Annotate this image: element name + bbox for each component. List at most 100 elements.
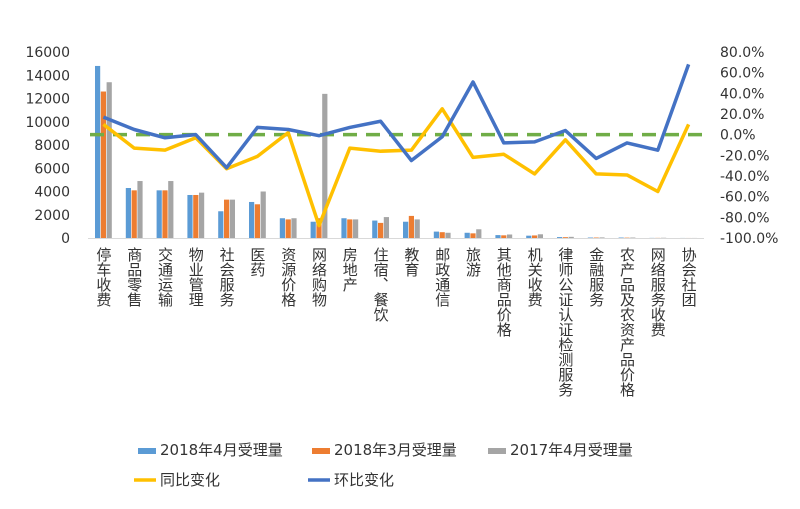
- right-tick-label: 20.0%: [720, 107, 764, 123]
- left-tick-label: 2000: [34, 208, 70, 224]
- category-label: 教育: [402, 247, 420, 277]
- category-label: 物业管理: [187, 247, 205, 307]
- bar-series-group: [95, 65, 697, 239]
- line-series-group: [102, 63, 691, 228]
- legend-label: 2018年3月受理量: [334, 441, 457, 459]
- bar: [439, 232, 445, 238]
- category-label: 资源价格: [279, 247, 297, 307]
- right-tick-label: 0.0%: [720, 128, 756, 144]
- category-label: 机关收费: [526, 247, 544, 307]
- category-label: 住宿、餐饮: [372, 247, 390, 322]
- bar: [322, 93, 328, 238]
- right-tick-label: 80.0%: [720, 45, 764, 61]
- category-label: 网络服务收费: [649, 247, 667, 337]
- bar: [291, 218, 297, 238]
- bar: [137, 181, 143, 238]
- bar: [476, 229, 482, 238]
- x-axis: 停车收费 商品零售 交通运输 物业管理 社会服务 医药 资源价格 网络购物 房地产 住宿、餐饮 教育…: [88, 238, 704, 398]
- legend-label: 2017年4月受理量: [510, 441, 633, 459]
- bar: [279, 218, 285, 238]
- left-tick-label: 12000: [25, 92, 70, 108]
- right-tick-label: -80.0%: [720, 210, 770, 226]
- legend-label: 同比变化: [160, 471, 220, 489]
- category-label: 社会服务: [218, 247, 236, 308]
- bar: [526, 235, 532, 238]
- category-label: 医药: [248, 247, 266, 278]
- bar: [131, 190, 137, 238]
- bar: [254, 204, 260, 238]
- bar: [95, 65, 101, 238]
- bar: [599, 237, 605, 238]
- bar: [464, 232, 470, 238]
- left-tick-label: 0: [61, 231, 70, 247]
- line-series: [102, 63, 691, 170]
- bar: [100, 91, 106, 239]
- bar: [260, 191, 266, 238]
- legend-swatch: [312, 448, 330, 454]
- bar: [414, 219, 420, 238]
- category-label: 交通运输: [156, 246, 174, 307]
- category-label: 律师公证认证检测服务: [556, 247, 574, 398]
- left-tick-label: 14000: [25, 68, 70, 84]
- bar: [433, 231, 439, 238]
- bar: [106, 82, 112, 238]
- bar: [495, 235, 501, 238]
- bar: [378, 222, 384, 238]
- category-label: 网络购物: [310, 247, 328, 308]
- bar: [218, 211, 224, 238]
- right-tick-label: 60.0%: [720, 66, 764, 82]
- bar: [403, 221, 409, 238]
- bar: [187, 194, 193, 238]
- bar: [249, 201, 255, 238]
- right-tick-label: -100.0%: [720, 231, 778, 247]
- bar: [199, 192, 205, 238]
- category-label: 商品零售: [125, 247, 143, 307]
- bar: [125, 188, 131, 238]
- bar: [156, 190, 162, 238]
- bar: [557, 237, 563, 238]
- bar: [347, 219, 353, 238]
- bar: [568, 236, 574, 238]
- left-tick-label: 10000: [25, 115, 70, 131]
- line-series: [102, 107, 691, 228]
- bar: [501, 235, 507, 238]
- bar: [193, 194, 199, 238]
- left-y-axis: 0 2000 4000 6000 8000 10000 12000 14000 16000: [25, 45, 70, 247]
- right-tick-label: 40.0%: [720, 86, 764, 102]
- category-label: 协会社团: [680, 247, 698, 307]
- right-tick-label: -40.0%: [720, 169, 770, 185]
- left-tick-label: 6000: [34, 161, 70, 177]
- left-tick-label: 4000: [34, 185, 70, 201]
- category-label: 其他商品价格: [495, 247, 513, 337]
- bar: [470, 233, 476, 238]
- bar: [168, 181, 174, 238]
- right-y-axis: -100.0% -80.0% -60.0% -40.0% -20.0% 0.0% 20.0%…: [720, 45, 778, 247]
- left-tick-label: 16000: [25, 45, 70, 61]
- bar: [408, 215, 414, 238]
- category-label: 邮政通信: [433, 247, 451, 307]
- bar: [537, 234, 543, 238]
- bar: [229, 199, 235, 238]
- bar: [310, 221, 316, 238]
- category-label: 金融服务: [587, 247, 605, 308]
- bar: [353, 219, 359, 238]
- category-label: 停车收费: [94, 247, 112, 307]
- bar: [162, 190, 168, 238]
- right-tick-label: -60.0%: [720, 190, 770, 206]
- bar: [562, 237, 568, 238]
- bar: [445, 232, 451, 238]
- legend-swatch: [488, 448, 506, 454]
- bar: [383, 217, 389, 238]
- legend-label: 2018年4月受理量: [160, 441, 283, 459]
- bar: [316, 218, 322, 238]
- bar: [341, 218, 347, 238]
- bar: [372, 220, 378, 238]
- bar: [507, 234, 513, 238]
- category-label: 旅游: [464, 247, 482, 278]
- bar: [285, 219, 291, 238]
- left-tick-label: 8000: [34, 138, 70, 154]
- bar: [532, 235, 538, 238]
